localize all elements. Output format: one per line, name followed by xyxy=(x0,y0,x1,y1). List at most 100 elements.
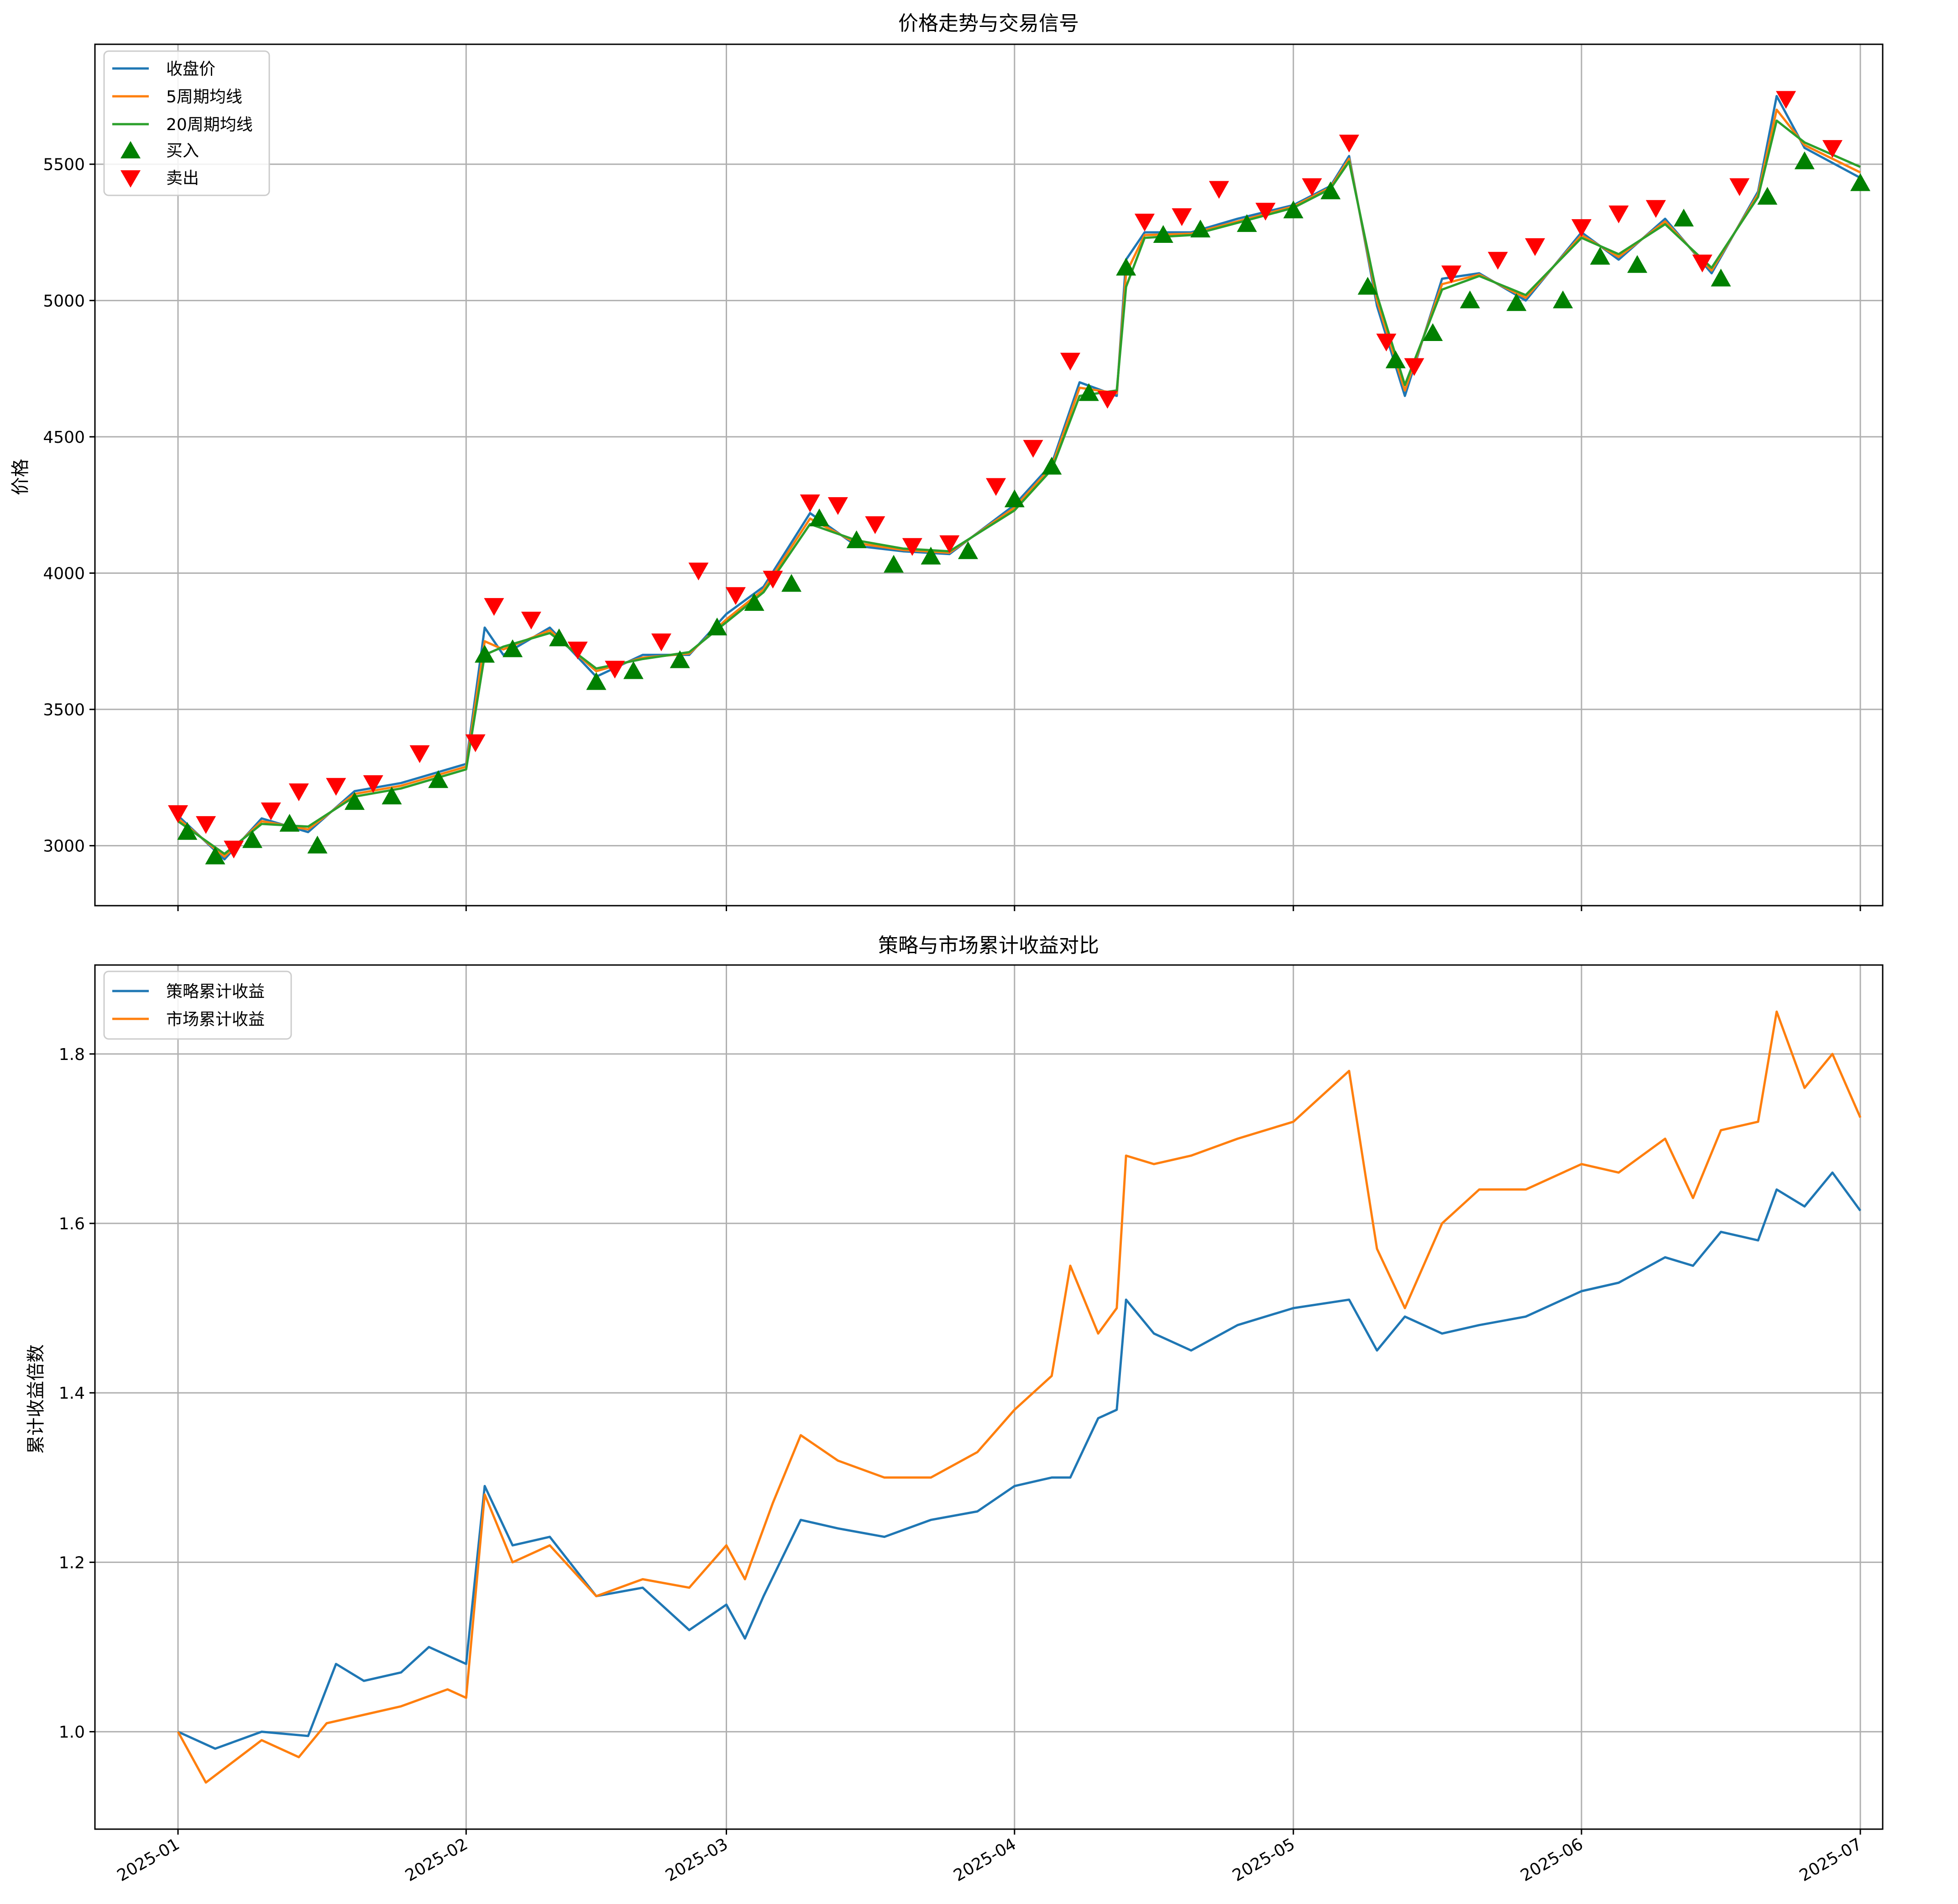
price-chart-title: 价格走势与交易信号 xyxy=(898,12,1079,35)
price-chart-signals xyxy=(168,91,1870,865)
returns-chart-series xyxy=(177,1010,1862,1784)
buy-signal-marker xyxy=(1357,277,1378,295)
buy-signal-marker xyxy=(958,541,978,559)
sell-signal-marker xyxy=(1729,178,1750,196)
y-tick-label: 4500 xyxy=(43,428,85,447)
returns-chart-ylabel: 累计收益倍数 xyxy=(26,1344,47,1454)
sell-signal-marker xyxy=(986,478,1006,496)
buy-signal-marker xyxy=(586,672,607,690)
legend-buy-label: 买入 xyxy=(166,142,199,160)
sell-signal-marker xyxy=(605,661,625,679)
buy-signal-marker xyxy=(744,593,764,611)
sell-signal-marker xyxy=(1608,205,1629,224)
sell-signal-marker xyxy=(1302,178,1322,196)
y-tick-label: 5500 xyxy=(43,156,85,174)
legend-market-label: 市场累计收益 xyxy=(166,1010,265,1029)
buy-signal-marker xyxy=(382,787,402,805)
sell-signal-marker xyxy=(465,734,486,752)
buy-signal-marker xyxy=(1004,489,1025,508)
buy-signal-marker xyxy=(307,835,328,854)
sell-signal-marker xyxy=(763,571,783,589)
y-tick-label: 1.8 xyxy=(59,1045,85,1064)
buy-signal-marker xyxy=(670,650,690,668)
price-chart-x-ticks xyxy=(177,906,1861,911)
series-line-策略累计收益 xyxy=(177,1171,1862,1750)
buy-signal-marker xyxy=(1320,181,1341,199)
buy-signal-marker xyxy=(623,661,644,679)
buy-signal-marker xyxy=(1590,247,1610,265)
buy-signal-marker xyxy=(1850,173,1870,191)
sell-signal-marker xyxy=(1645,200,1666,218)
returns-chart-legend: 策略累计收益 市场累计收益 xyxy=(103,970,292,1040)
sell-signal-marker xyxy=(827,497,848,515)
buy-signal-marker xyxy=(1627,255,1648,273)
price-chart-ylabel: 价格 xyxy=(10,459,31,495)
buy-signal-marker xyxy=(1423,323,1443,341)
buy-signal-marker xyxy=(503,639,523,657)
sell-signal-marker xyxy=(939,535,960,553)
sell-signal-marker xyxy=(1060,352,1081,371)
sell-signal-marker xyxy=(326,778,346,796)
legend-strategy-label: 策略累计收益 xyxy=(166,982,265,1001)
buy-signal-marker xyxy=(1553,290,1573,309)
sell-signal-marker xyxy=(902,538,922,556)
buy-signal-marker xyxy=(1236,214,1257,232)
legend-ma5-label: 5周期均线 xyxy=(166,88,242,106)
sell-signal-marker xyxy=(1023,440,1043,458)
y-tick-label: 3500 xyxy=(43,701,85,719)
buy-signal-marker xyxy=(344,792,365,810)
buy-signal-marker xyxy=(1283,200,1304,219)
y-tick-label: 1.2 xyxy=(59,1553,85,1572)
sell-signal-marker xyxy=(688,562,709,581)
legend-sell-label: 卖出 xyxy=(166,169,199,188)
y-tick-label: 3000 xyxy=(43,837,85,856)
sell-signal-marker xyxy=(168,805,188,823)
buy-signal-marker xyxy=(846,530,867,548)
sell-signal-marker xyxy=(651,633,671,651)
sell-signal-marker xyxy=(288,783,309,802)
buy-signal-marker xyxy=(177,822,198,840)
sell-signal-marker xyxy=(1172,208,1192,226)
buy-signal-marker xyxy=(809,509,830,527)
price-chart-panel: 价格走势与交易信号 价格 3000 3500 4000 4500 5000 5500 收盘… xyxy=(10,12,1884,911)
buy-signal-marker xyxy=(1711,268,1731,287)
buy-signal-marker xyxy=(884,555,904,573)
price-chart-frame xyxy=(94,43,1884,907)
sell-signal-marker xyxy=(1097,391,1118,409)
sell-signal-marker xyxy=(409,745,430,763)
sell-signal-marker xyxy=(484,598,504,616)
legend-buy-marker xyxy=(120,141,141,158)
sell-signal-marker xyxy=(1255,203,1276,221)
sell-signal-marker xyxy=(1487,252,1508,270)
sell-signal-marker xyxy=(1376,333,1397,351)
buy-signal-marker xyxy=(1794,151,1815,169)
buy-signal-marker xyxy=(1506,293,1527,311)
sell-signal-marker xyxy=(1404,358,1424,376)
price-legend-box xyxy=(103,50,270,196)
returns-chart-grid xyxy=(95,965,1883,1829)
sell-signal-marker xyxy=(1339,134,1359,152)
buy-signal-marker xyxy=(428,770,449,788)
buy-signal-marker xyxy=(1153,225,1173,243)
buy-signal-marker xyxy=(475,645,495,663)
sell-signal-marker xyxy=(725,587,746,605)
sell-signal-marker xyxy=(1692,254,1712,273)
buy-signal-marker xyxy=(1190,220,1211,238)
returns-chart-frame xyxy=(94,964,1884,1830)
returns-chart-title: 策略与市场累计收益对比 xyxy=(878,934,1099,957)
buy-signal-marker xyxy=(707,617,728,635)
buy-signal-marker xyxy=(279,813,300,832)
sell-signal-marker xyxy=(1776,91,1796,109)
buy-signal-marker xyxy=(242,830,262,848)
buy-signal-marker xyxy=(1116,257,1136,276)
buy-signal-marker xyxy=(1674,209,1694,227)
y-tick-label: 4000 xyxy=(43,564,85,583)
y-tick-label: 1.4 xyxy=(59,1384,85,1403)
price-chart-legend: 收盘价 5周期均线 20周期均线 买入 卖出 xyxy=(103,50,270,196)
buy-signal-marker xyxy=(1460,290,1480,309)
returns-chart-y-ticks: 1.0 1.2 1.4 1.6 1.8 xyxy=(59,1045,95,1742)
sell-signal-marker xyxy=(261,802,281,820)
sell-signal-marker xyxy=(224,840,244,859)
price-chart-y-ticks: 3000 3500 4000 4500 5000 5500 xyxy=(43,156,95,856)
